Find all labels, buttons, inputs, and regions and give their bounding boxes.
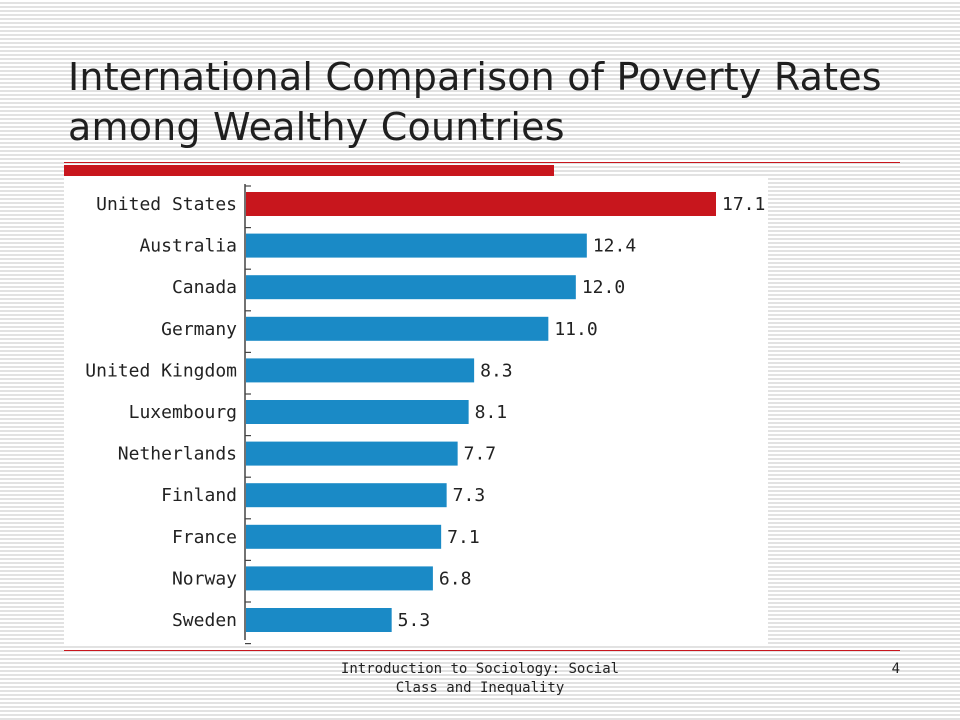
- bar-sweden: [246, 608, 392, 632]
- bar-netherlands: [246, 441, 458, 466]
- page-number: 4: [891, 661, 900, 677]
- value-label: 7.3: [453, 485, 486, 506]
- category-label: United States: [96, 194, 237, 215]
- chart-panel: United States 17.1 Australia 12.4 Canada 12.0…: [64, 178, 768, 646]
- value-label: 11.0: [554, 319, 597, 340]
- bar-norway: [246, 566, 433, 591]
- value-label: 8.1: [475, 402, 508, 423]
- bar-united-kingdom: [246, 358, 475, 383]
- category-label: France: [172, 527, 237, 548]
- bar-united-states: [246, 192, 716, 216]
- category-label: Canada: [172, 277, 237, 298]
- bar-france: [246, 524, 442, 549]
- category-label: United Kingdom: [85, 360, 237, 381]
- slide-title: International Comparison of Poverty Rate…: [68, 55, 882, 149]
- value-label: 7.1: [447, 527, 480, 548]
- value-label: 12.4: [593, 236, 636, 257]
- bar-australia: [246, 233, 587, 258]
- category-label: Norway: [172, 568, 237, 589]
- value-label: 17.1: [722, 194, 765, 215]
- bar-luxembourg: [246, 400, 469, 424]
- category-label: Netherlands: [118, 444, 237, 465]
- bar-finland: [246, 483, 447, 508]
- category-label: Germany: [161, 319, 237, 340]
- value-label: 6.8: [439, 568, 472, 589]
- value-label: 12.0: [582, 277, 625, 298]
- footer-text: Introduction to Sociology: Social Class …: [340, 661, 620, 696]
- bar-canada: [246, 275, 576, 300]
- value-label: 8.3: [480, 360, 513, 381]
- bar-germany: [246, 316, 549, 341]
- category-label: Sweden: [172, 610, 237, 631]
- value-label: 7.7: [464, 444, 497, 465]
- category-label: Australia: [139, 236, 237, 257]
- title-accent-bar: [64, 165, 554, 176]
- title-divider-line: [64, 162, 900, 163]
- category-label: Finland: [161, 485, 237, 506]
- footer-divider-line: [64, 650, 900, 651]
- category-label: Luxembourg: [129, 402, 237, 423]
- value-label: 5.3: [398, 610, 431, 631]
- poverty-rate-bar-chart: United States 17.1 Australia 12.4 Canada 12.0…: [85, 184, 765, 645]
